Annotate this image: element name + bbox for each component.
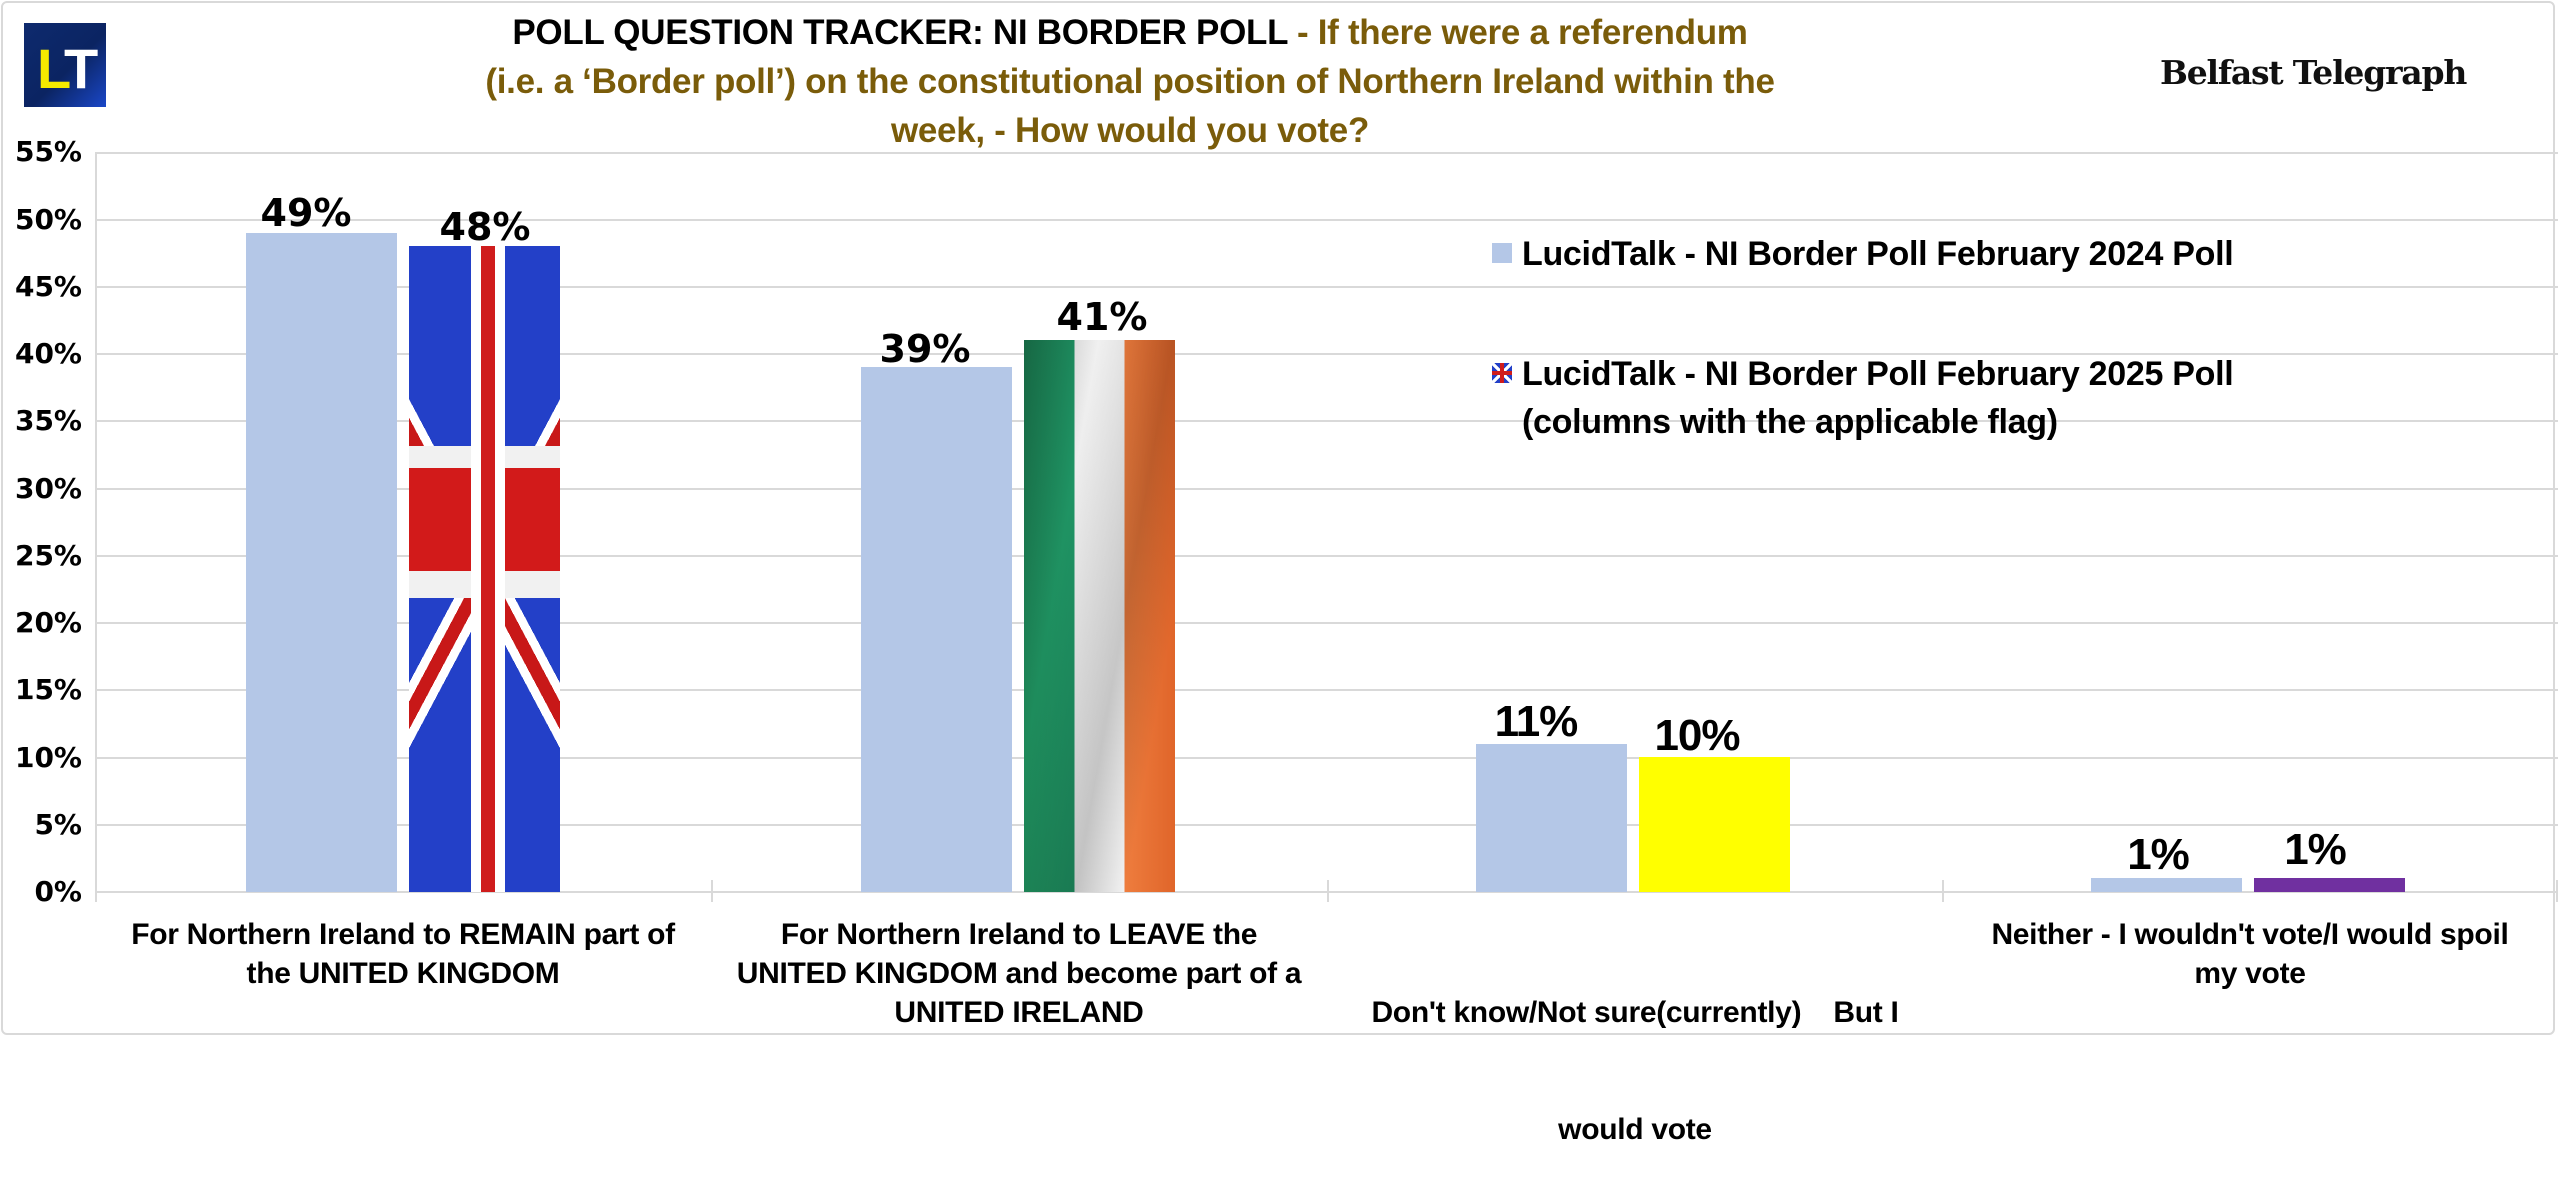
gridline-20	[95, 622, 2558, 624]
title-question: - If there were a referendum (i.e. a ‘Bo…	[485, 13, 1775, 150]
bar-remain-2024[interactable]	[246, 233, 397, 892]
bar-neither-2025[interactable]	[2254, 878, 2405, 892]
bar-leave-2024[interactable]	[861, 367, 1012, 892]
gridline-45	[95, 286, 2558, 288]
data-label: 10%	[1654, 711, 1740, 760]
category-label-line: would vote	[1558, 1113, 1712, 1146]
category-label-neither: Neither - I wouldn't vote/I would spoil …	[1942, 915, 2558, 993]
legend-label: LucidTalk - NI Border Poll February 2024…	[1522, 235, 2234, 273]
category-label-line: For Northern Ireland to REMAIN part of	[131, 918, 675, 951]
category-label-line: the UNITED KINGDOM	[246, 957, 560, 990]
legend-item-2024: LucidTalk - NI Border Poll February 2024…	[1492, 230, 2234, 278]
data-label: 41%	[1056, 295, 1148, 339]
bar-dont-know-2025[interactable]	[1639, 757, 1790, 892]
data-label: 48%	[439, 205, 531, 249]
gridline-15	[95, 689, 2558, 691]
category-label-line: UNITED IRELAND	[894, 996, 1144, 1029]
data-label: 39%	[879, 327, 971, 371]
data-label: 1%	[2284, 825, 2347, 874]
gridline-5	[95, 824, 2558, 826]
category-tick	[95, 880, 97, 902]
union-jack-flag-icon	[1492, 363, 1512, 383]
bar-neither-2024[interactable]	[2091, 878, 2242, 892]
chart-frame	[1, 1, 2555, 1035]
y-tick-label: 0%	[34, 875, 82, 908]
category-tick	[711, 880, 713, 902]
gridline-35	[95, 420, 2558, 422]
y-tick-label: 50%	[14, 203, 82, 236]
category-label-line: For Northern Ireland to LEAVE the	[780, 918, 1258, 951]
y-tick-label: 40%	[14, 337, 82, 370]
chart-title: POLL QUESTION TRACKER: NI BORDER POLL - …	[480, 8, 1780, 155]
y-tick-label: 35%	[14, 404, 82, 437]
data-label: 11%	[1494, 697, 1579, 746]
category-label-remain: For Northern Ireland to REMAIN part of t…	[95, 915, 711, 993]
y-tick-label: 15%	[14, 673, 82, 706]
gridline-40	[95, 353, 2558, 355]
bar-leave-2025-irish-tricolour-flag[interactable]	[1024, 340, 1175, 892]
y-tick-label: 45%	[14, 270, 82, 303]
logo-letter-l: L	[37, 37, 71, 100]
logo-letter-t: T	[64, 37, 99, 100]
category-label-line: my vote	[2194, 957, 2306, 990]
bar-dont-know-2024[interactable]	[1476, 744, 1627, 892]
title-tracker: POLL QUESTION TRACKER: NI BORDER POLL	[512, 13, 1288, 52]
category-tick	[2556, 880, 2558, 902]
belfast-telegraph-logo: Belfast Telegraph	[2160, 53, 2467, 92]
legend-item-2025: LucidTalk - NI Border Poll February 2025…	[1492, 350, 2234, 446]
y-tick-label: 10%	[14, 741, 82, 774]
category-label-line: UNITED KINGDOM and become part of a	[736, 957, 1302, 990]
gridline-0	[95, 891, 2558, 893]
category-tick	[1942, 880, 1944, 902]
y-tick-label: 30%	[14, 472, 82, 505]
y-tick-label: 55%	[14, 135, 82, 168]
gridline-25	[95, 555, 2558, 557]
category-label-leave: For Northern Ireland to LEAVE the UNITED…	[711, 915, 1327, 1032]
category-label-line: Don't know/Not sure(currently) But I	[1371, 996, 1899, 1029]
y-tick-label: 25%	[14, 539, 82, 572]
y-tick-label: 5%	[34, 808, 82, 841]
gridline-50	[95, 219, 2558, 221]
y-tick-label: 20%	[14, 606, 82, 639]
category-tick	[1327, 880, 1329, 902]
gridline-30	[95, 488, 2558, 490]
legend-label: LucidTalk - NI Border Poll February 2025…	[1522, 355, 2234, 393]
gridline-10	[95, 757, 2558, 759]
plot-area	[95, 152, 2558, 893]
category-label-line: Neither - I wouldn't vote/I would spoil	[1991, 918, 2509, 951]
y-axis-line	[95, 152, 97, 892]
data-label: 1%	[2127, 830, 2190, 879]
data-label: 49%	[260, 191, 352, 235]
gridline-55	[95, 152, 2558, 154]
light-blue-square-icon	[1492, 243, 1512, 263]
lucidtalk-logo: L T	[24, 23, 106, 107]
category-label-dont-know: Don't know/Not sure(currently) But I wou…	[1327, 915, 1943, 1188]
bar-remain-2025-union-jack-flag[interactable]	[409, 246, 560, 892]
legend-sublabel: (columns with the applicable flag)	[1522, 403, 2058, 441]
